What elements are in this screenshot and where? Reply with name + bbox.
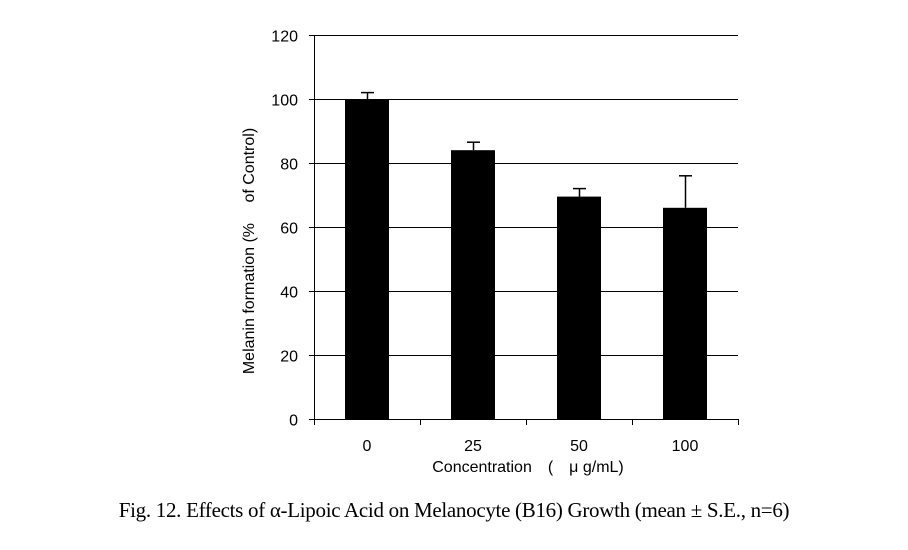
x-tick-label-50: 50 (570, 438, 588, 455)
y-tick-label-60: 60 (280, 221, 298, 238)
bar-chart: 0 20 40 60 80 100 120 0 25 50 100 Concentration ( μ… (241, 29, 739, 476)
bar-0 (345, 99, 389, 419)
y-tick-label-0: 0 (289, 413, 298, 430)
x-tick-label-25: 25 (464, 438, 482, 455)
y-axis-title: Melanin formation (% of Control) (241, 128, 258, 374)
y-tick-label-40: 40 (280, 285, 298, 302)
y-tick-label-20: 20 (280, 349, 298, 366)
chart-container: 0 20 40 60 80 100 120 0 25 50 100 Concentration ( μ… (241, 29, 739, 476)
chart-svg: 0 20 40 60 80 100 120 0 25 50 100 Concentration ( μ… (241, 29, 739, 476)
y-tick-label-80: 80 (280, 157, 298, 174)
bar-100 (663, 207, 707, 419)
bar-50 (557, 196, 601, 419)
y-tick-label-120: 120 (271, 29, 298, 46)
x-tick-label-100: 100 (672, 438, 699, 455)
y-tick-label-100: 100 (271, 93, 298, 110)
x-axis-title: Concentration ( μ g/mL) (432, 459, 624, 476)
bar-25 (451, 150, 495, 419)
x-tick-label-0: 0 (363, 438, 372, 455)
figure-caption: Fig. 12. Effects of α-Lipoic Acid on Mel… (118, 498, 790, 522)
